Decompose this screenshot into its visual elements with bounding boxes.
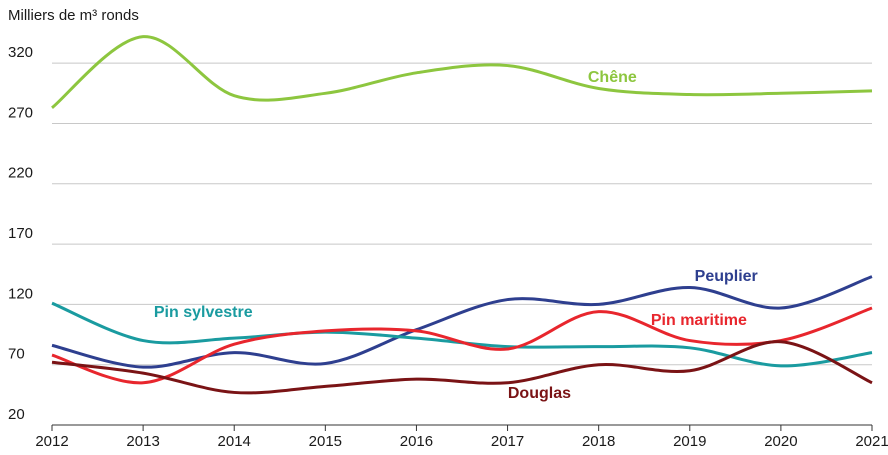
- x-tick-label: 2020: [764, 433, 797, 450]
- y-tick-label: 20: [8, 406, 25, 423]
- series-label: Pin maritime: [651, 312, 747, 329]
- y-tick-label: 220: [8, 165, 33, 182]
- series-label: Pin sylvestre: [154, 304, 253, 321]
- x-tick-label: 2021: [855, 433, 888, 450]
- y-axis-label: Milliers de m³ ronds: [8, 7, 139, 24]
- x-tick-label: 2014: [218, 433, 251, 450]
- series-line: [51, 340, 873, 395]
- series-label: Douglas: [508, 385, 571, 402]
- x-tick-label: 2018: [582, 433, 615, 450]
- x-tick-label: 2016: [400, 433, 433, 450]
- x-tick-label: 2013: [126, 433, 159, 450]
- series-label: Chêne: [588, 69, 637, 86]
- y-tick-label: 270: [8, 104, 33, 121]
- series-line: [51, 35, 873, 109]
- series-line: [51, 306, 873, 385]
- series-label: Peuplier: [695, 268, 758, 285]
- x-tick-label: 2012: [35, 433, 68, 450]
- series-line: [51, 275, 873, 369]
- x-tick-label: 2019: [673, 433, 706, 450]
- y-tick-label: 120: [8, 285, 33, 302]
- x-tick-label: 2015: [309, 433, 342, 450]
- x-tick-label: 2017: [491, 433, 524, 450]
- y-tick-label: 170: [8, 225, 33, 242]
- y-tick-label: 320: [8, 44, 33, 61]
- y-tick-label: 70: [8, 346, 25, 363]
